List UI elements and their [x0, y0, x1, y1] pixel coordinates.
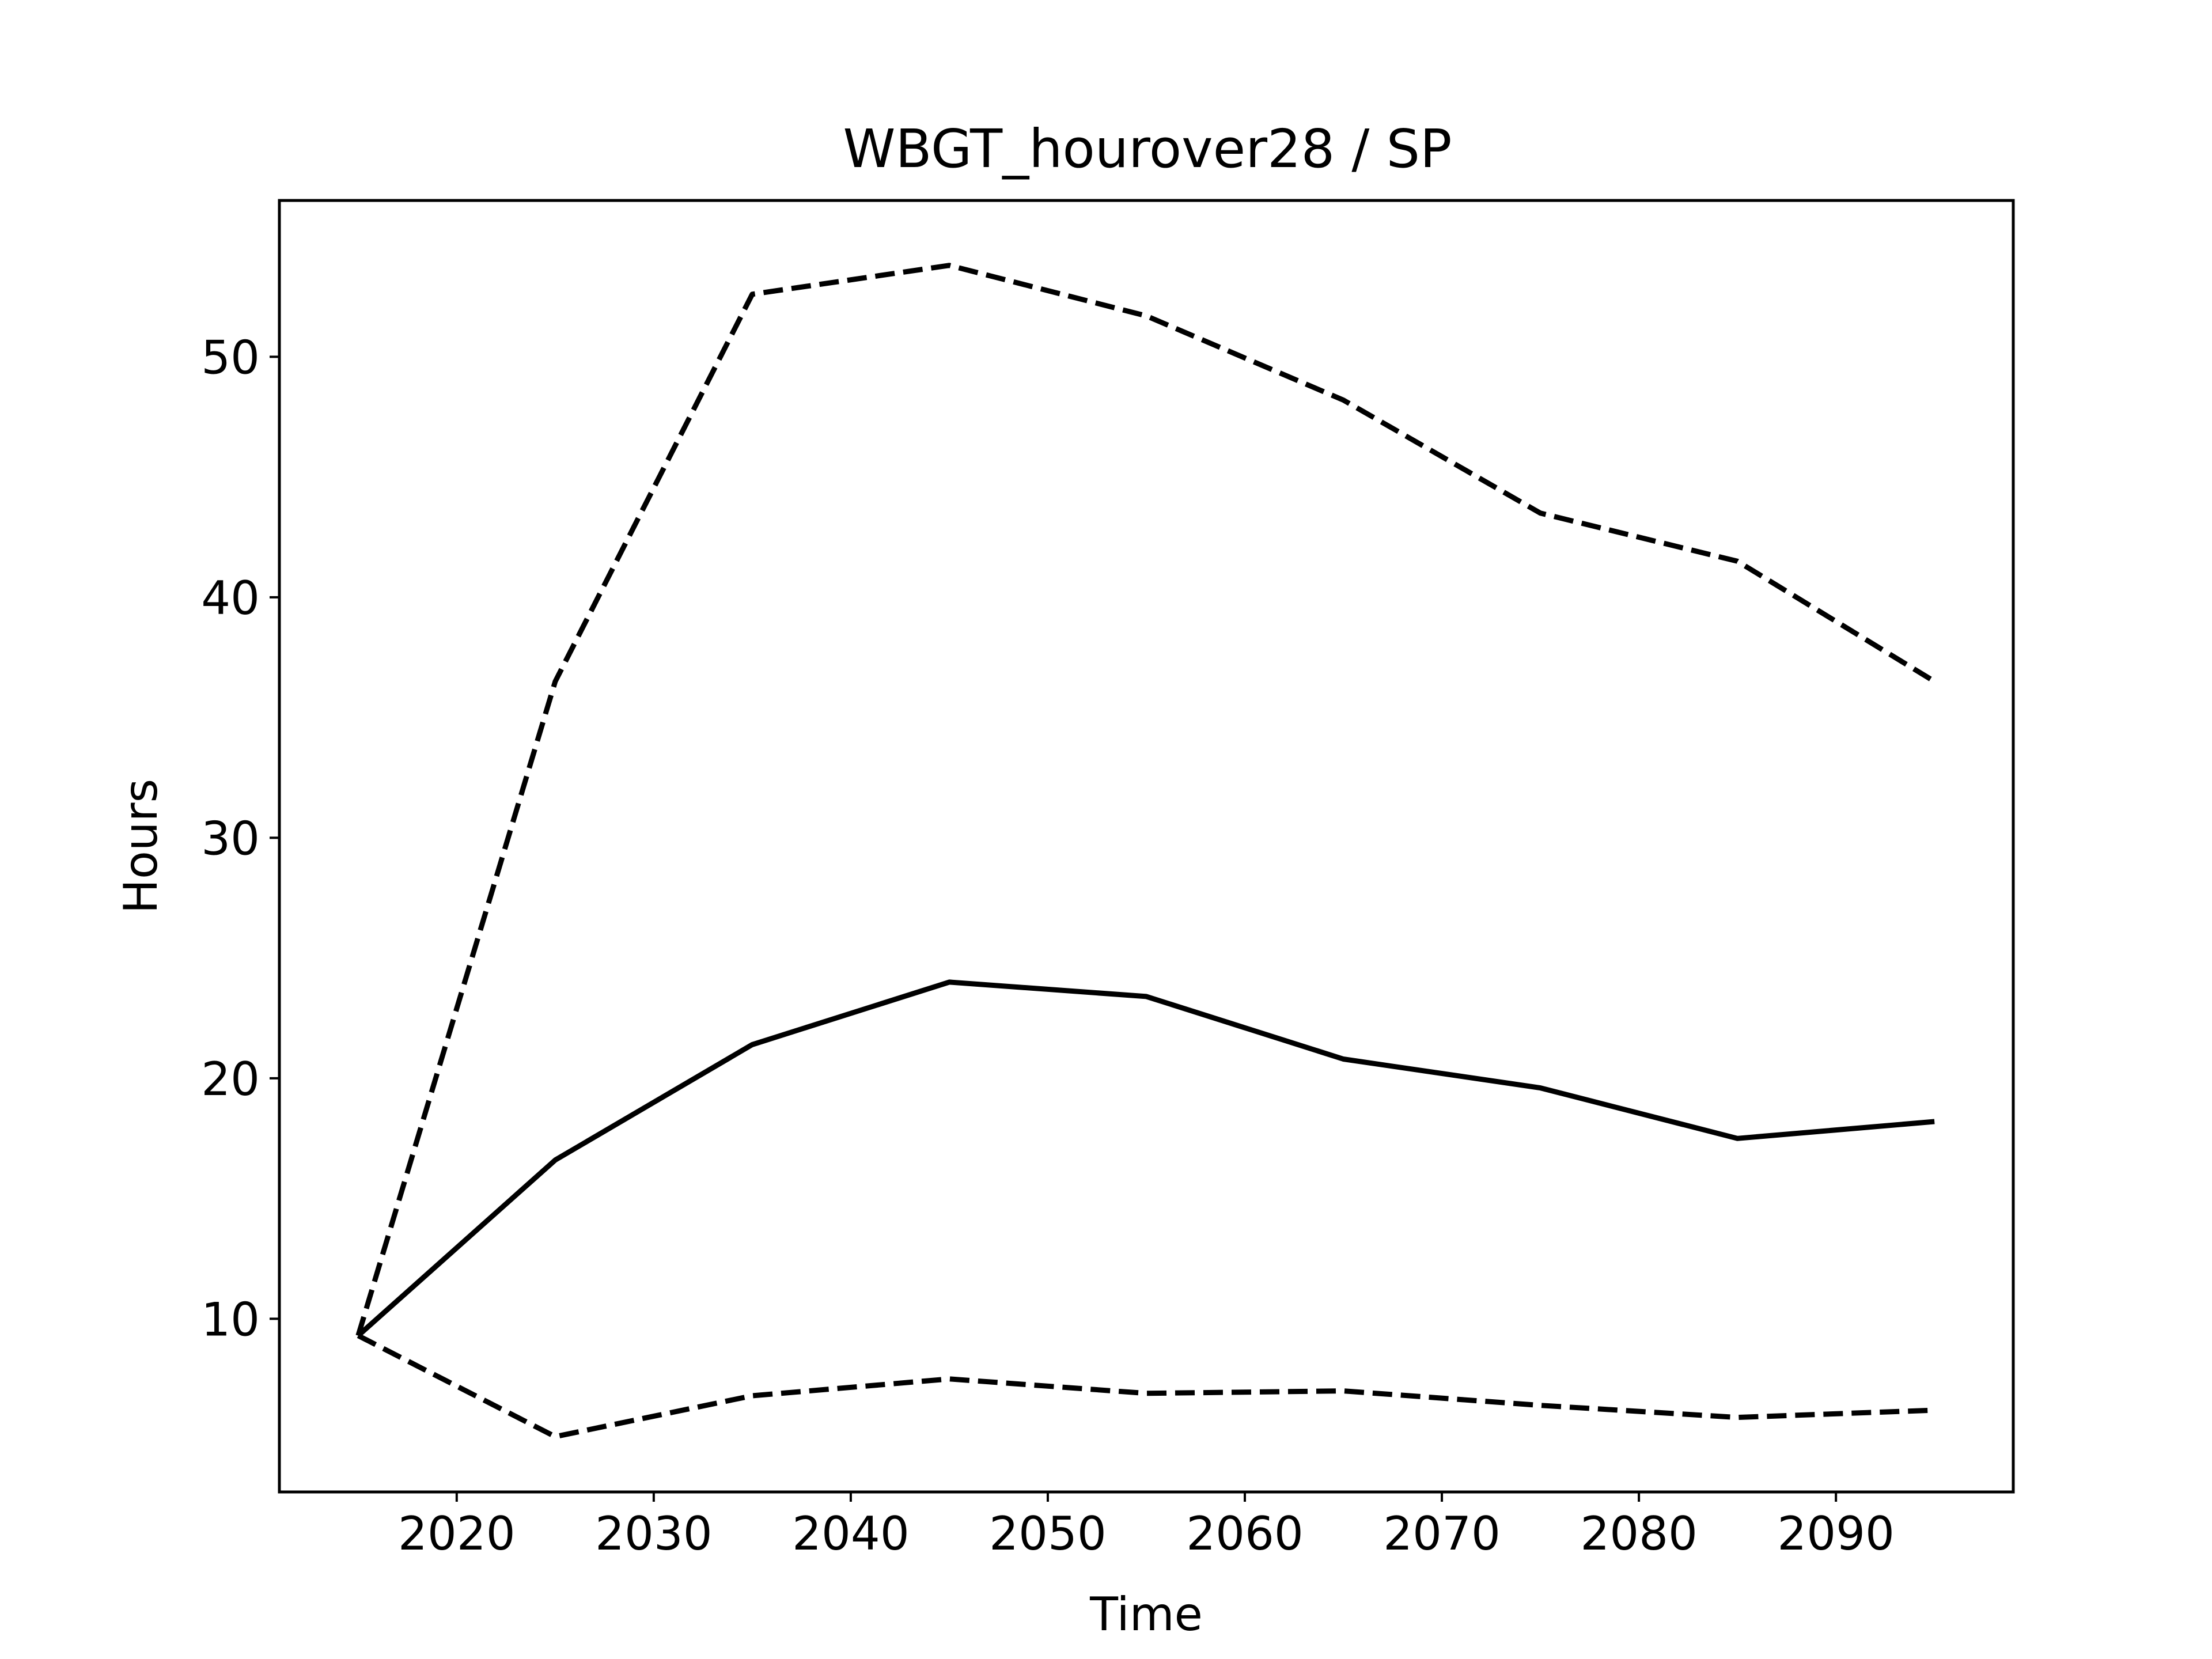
y-tick-label: 40 [201, 571, 260, 625]
x-tick-label: 2040 [792, 1507, 910, 1560]
tick-layer: 2020 2030 2040 2050 2060 2070 2080 209010203040… [201, 331, 1895, 1560]
y-tick-label: 50 [201, 331, 260, 384]
y-tick-label: 30 [201, 812, 260, 865]
y-axis-label: Hours [114, 779, 168, 914]
x-tick-label: 2020 [398, 1507, 516, 1560]
series-layer [355, 263, 1936, 1440]
x-tick-label: 2090 [1777, 1507, 1895, 1560]
series-line-1 [355, 263, 1936, 1336]
plot-area-frame [278, 199, 2015, 1494]
y-tick-label: 20 [201, 1052, 260, 1106]
x-tick-label: 2070 [1383, 1507, 1501, 1560]
x-tick-label: 2030 [595, 1507, 713, 1560]
x-tick-label: 2080 [1580, 1507, 1698, 1560]
x-tick-label: 2050 [989, 1507, 1107, 1560]
x-tick-label: 2060 [1186, 1507, 1304, 1560]
series-line-2 [356, 979, 1935, 1338]
series-line-3 [357, 1333, 1935, 1440]
x-axis-label: Time [1089, 1588, 1203, 1641]
y-tick-label: 10 [201, 1293, 260, 1346]
chart-title: WBGT_hourover28 / SP [843, 118, 1452, 180]
